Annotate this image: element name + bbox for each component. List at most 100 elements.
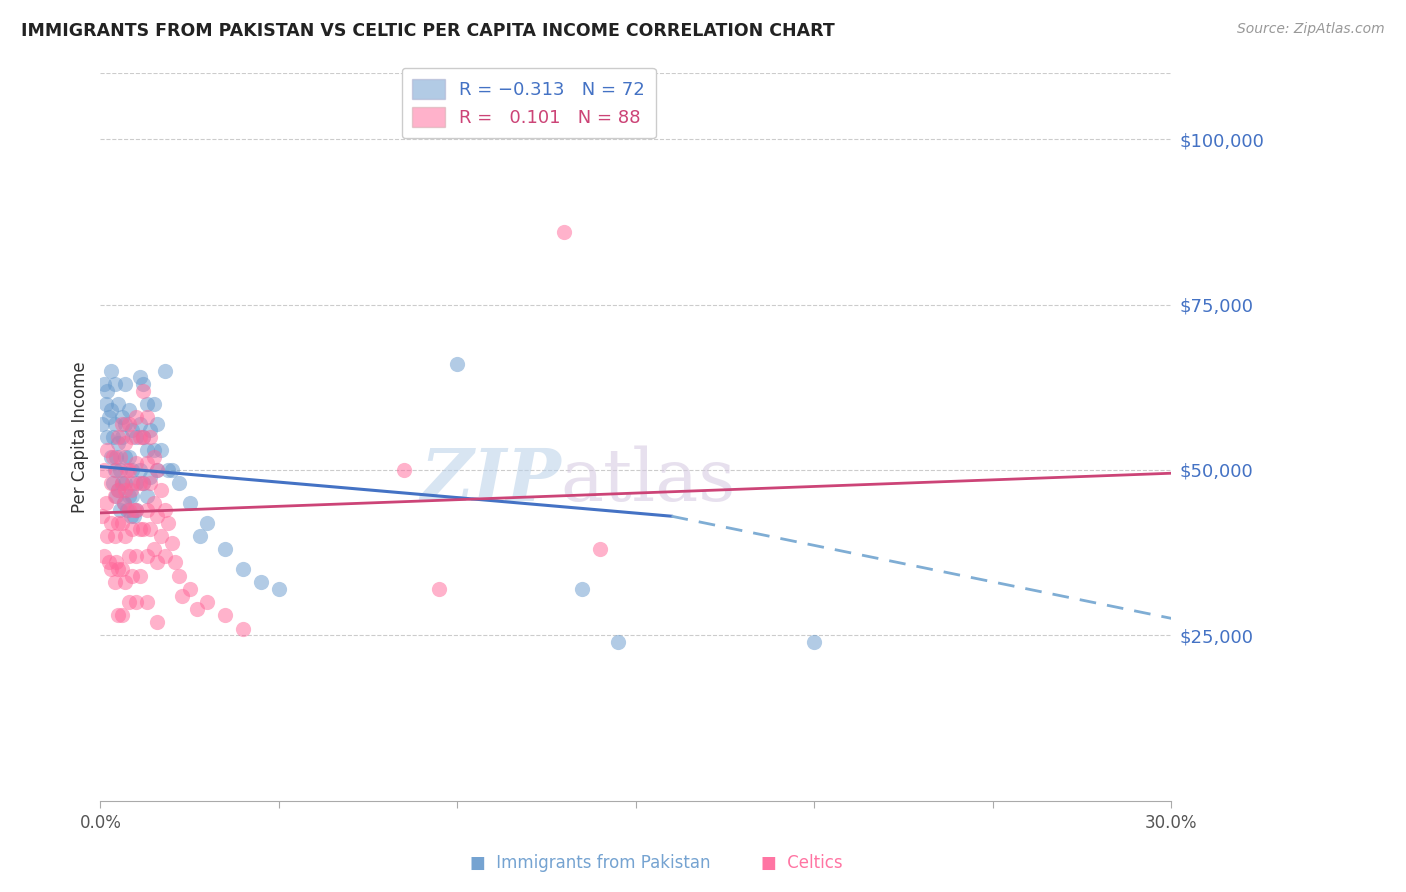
Point — [114, 450, 136, 464]
Text: IMMIGRANTS FROM PAKISTAN VS CELTIC PER CAPITA INCOME CORRELATION CHART: IMMIGRANTS FROM PAKISTAN VS CELTIC PER C… — [21, 22, 835, 40]
Point — [111, 476, 134, 491]
Point — [96, 384, 118, 398]
Point — [118, 463, 141, 477]
Point — [153, 502, 176, 516]
Point — [114, 575, 136, 590]
Point — [111, 476, 134, 491]
Point — [142, 450, 165, 464]
Point — [153, 364, 176, 378]
Point — [135, 549, 157, 563]
Point — [101, 430, 124, 444]
Point — [250, 575, 273, 590]
Point — [125, 456, 148, 470]
Point — [553, 225, 575, 239]
Point — [107, 483, 129, 497]
Point — [107, 483, 129, 497]
Point — [118, 549, 141, 563]
Point — [128, 568, 150, 582]
Point — [128, 523, 150, 537]
Point — [589, 542, 612, 557]
Point — [100, 403, 122, 417]
Point — [120, 509, 142, 524]
Point — [125, 502, 148, 516]
Text: atlas: atlas — [561, 445, 737, 516]
Text: ■  Celtics: ■ Celtics — [761, 855, 842, 872]
Point — [179, 582, 201, 596]
Point — [146, 463, 169, 477]
Point — [125, 476, 148, 491]
Point — [108, 463, 131, 477]
Point — [232, 562, 254, 576]
Point — [105, 556, 128, 570]
Point — [121, 489, 143, 503]
Point — [118, 489, 141, 503]
Point — [160, 535, 183, 549]
Point — [139, 423, 162, 437]
Point — [111, 430, 134, 444]
Point — [115, 463, 138, 477]
Point — [125, 410, 148, 425]
Point — [167, 568, 190, 582]
Point — [101, 450, 124, 464]
Point — [111, 516, 134, 530]
Point — [142, 496, 165, 510]
Point — [135, 443, 157, 458]
Point — [100, 516, 122, 530]
Point — [157, 516, 180, 530]
Point — [121, 423, 143, 437]
Point — [232, 622, 254, 636]
Point — [111, 410, 134, 425]
Point — [139, 476, 162, 491]
Point — [118, 417, 141, 431]
Point — [157, 463, 180, 477]
Point — [160, 463, 183, 477]
Point — [104, 575, 127, 590]
Point — [135, 489, 157, 503]
Point — [96, 430, 118, 444]
Point — [104, 489, 127, 503]
Point — [135, 595, 157, 609]
Point — [98, 410, 121, 425]
Text: Source: ZipAtlas.com: Source: ZipAtlas.com — [1237, 22, 1385, 37]
Point — [267, 582, 290, 596]
Point — [128, 463, 150, 477]
Point — [115, 502, 138, 516]
Point — [132, 430, 155, 444]
Point — [107, 430, 129, 444]
Point — [146, 615, 169, 629]
Point — [91, 509, 114, 524]
Point — [128, 370, 150, 384]
Point — [139, 523, 162, 537]
Point — [114, 436, 136, 450]
Point — [114, 376, 136, 391]
Point — [150, 483, 173, 497]
Point — [172, 589, 194, 603]
Point — [94, 397, 117, 411]
Point — [125, 502, 148, 516]
Point — [125, 549, 148, 563]
Point — [132, 476, 155, 491]
Point — [104, 529, 127, 543]
Point — [100, 562, 122, 576]
Point — [98, 556, 121, 570]
Point — [392, 463, 415, 477]
Point — [146, 509, 169, 524]
Point — [150, 529, 173, 543]
Point — [112, 496, 135, 510]
Point — [118, 502, 141, 516]
Point — [179, 496, 201, 510]
Point — [132, 523, 155, 537]
Point — [118, 450, 141, 464]
Point — [121, 523, 143, 537]
Point — [108, 502, 131, 516]
Point — [446, 357, 468, 371]
Point — [105, 489, 128, 503]
Point — [121, 568, 143, 582]
Point — [93, 549, 115, 563]
Point — [105, 450, 128, 464]
Point — [94, 496, 117, 510]
Point — [101, 476, 124, 491]
Point — [93, 376, 115, 391]
Point — [120, 483, 142, 497]
Point — [108, 450, 131, 464]
